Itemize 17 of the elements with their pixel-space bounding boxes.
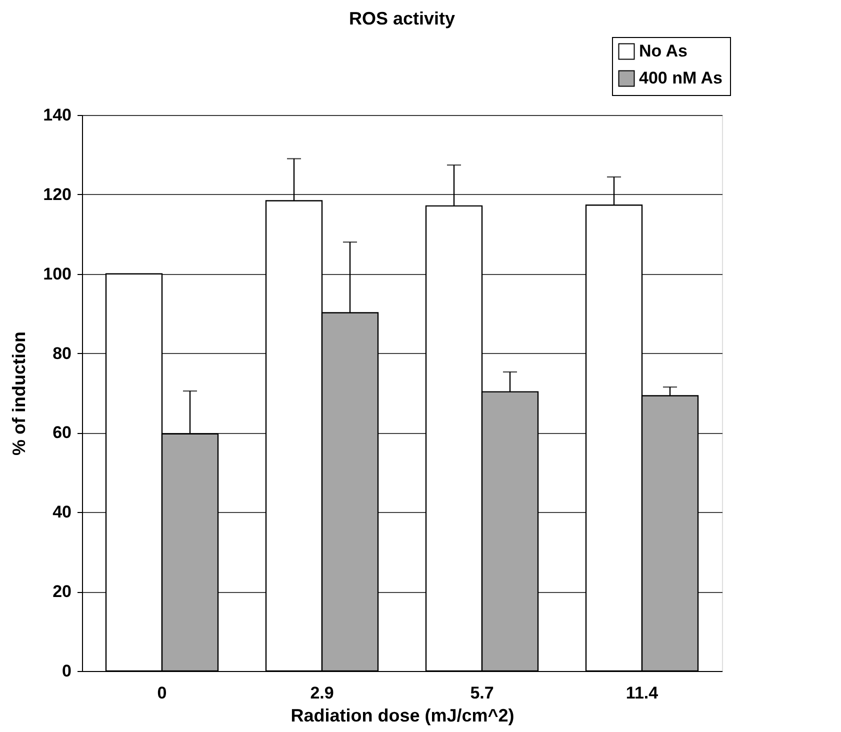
y-tick-label: 120: [43, 184, 72, 204]
legend-label: No As: [639, 42, 688, 60]
x-tick-label: 11.4: [626, 684, 659, 702]
x-axis-title: Radiation dose (mJ/cm^2): [290, 706, 514, 726]
x-tick-label: 5.7: [470, 684, 494, 702]
chart-title: ROS activity: [348, 8, 456, 28]
legend-label: 400 nM As: [639, 68, 722, 88]
y-tick-label: 0: [62, 662, 72, 680]
y-tick-label: 20: [52, 582, 72, 602]
x-tick-label: 2.9: [310, 684, 334, 702]
x-tick-label: 0: [157, 684, 167, 702]
y-tick-label: 60: [52, 423, 72, 442]
y-tick-label: 40: [52, 502, 72, 522]
y-tick-label: 140: [43, 106, 72, 124]
y-tick-label: 100: [43, 264, 72, 284]
y-axis-title: % of induction: [9, 332, 30, 456]
y-tick-label: 80: [52, 344, 72, 363]
